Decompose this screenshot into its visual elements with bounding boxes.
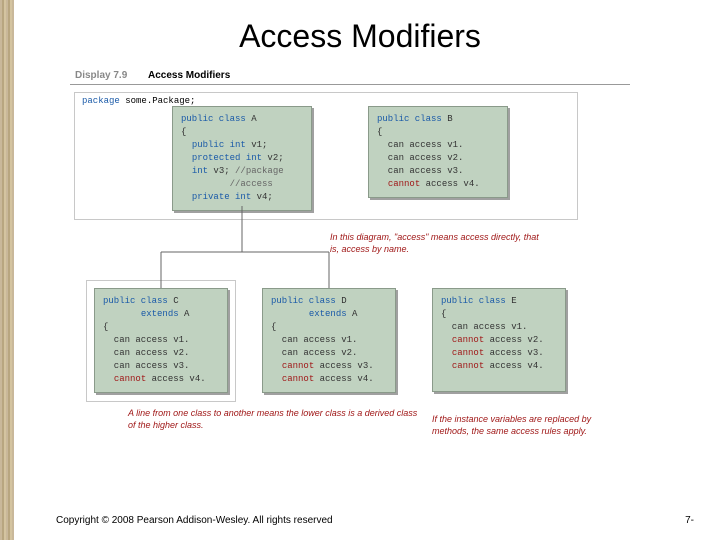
slide-root: Access Modifiers Display 7.9 Access Modi… — [0, 0, 720, 540]
class-d-box: public class D extends A{ can access v1.… — [262, 288, 396, 393]
note-access-meaning: In this diagram, "access" means access d… — [330, 232, 550, 255]
note-line-meaning: A line from one class to another means t… — [128, 408, 418, 431]
class-a-box: public class A{ public int v1; protected… — [172, 106, 312, 211]
footer-page-number: 7- — [685, 515, 694, 526]
display-label: Display 7.9 — [75, 70, 127, 81]
note-methods: If the instance variables are replaced b… — [432, 414, 612, 437]
package-keyword: package — [82, 96, 120, 106]
class-c-box: public class C extends A{ can access v1.… — [94, 288, 228, 393]
page-title: Access Modifiers — [0, 18, 720, 55]
divider — [70, 84, 630, 85]
class-b-box: public class B{ can access v1. can acces… — [368, 106, 508, 198]
class-e-box: public class E{ can access v1. cannot ac… — [432, 288, 566, 392]
package-declaration: package some.Package; — [82, 96, 195, 106]
package-name: some.Package; — [120, 96, 196, 106]
left-stripe — [0, 0, 14, 540]
footer-copyright: Copyright © 2008 Pearson Addison-Wesley.… — [56, 515, 333, 526]
display-name: Access Modifiers — [148, 70, 230, 81]
